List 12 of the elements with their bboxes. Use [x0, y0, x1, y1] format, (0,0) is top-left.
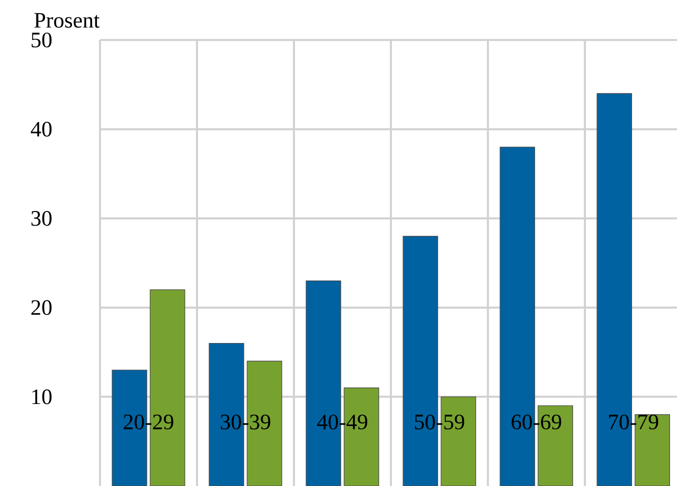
x-tick-label: 40-49 — [317, 414, 368, 430]
x-tick-label: 70-79 — [609, 414, 658, 430]
y-axis-title: Prosent — [34, 13, 100, 28]
y-tick-label: 40 — [30, 122, 52, 137]
y-tick-label: 10 — [32, 389, 52, 404]
x-tick-label: 60-69 — [512, 414, 562, 430]
y-tick-label: 20 — [31, 300, 52, 316]
x-tick-label: 50-59 — [415, 414, 464, 430]
y-tick-label: 50 — [32, 32, 52, 48]
x-tick-label: 20-29 — [124, 414, 174, 430]
x-tick-label: 30-39 — [220, 414, 270, 430]
y-tick-label: 30 — [31, 210, 52, 226]
